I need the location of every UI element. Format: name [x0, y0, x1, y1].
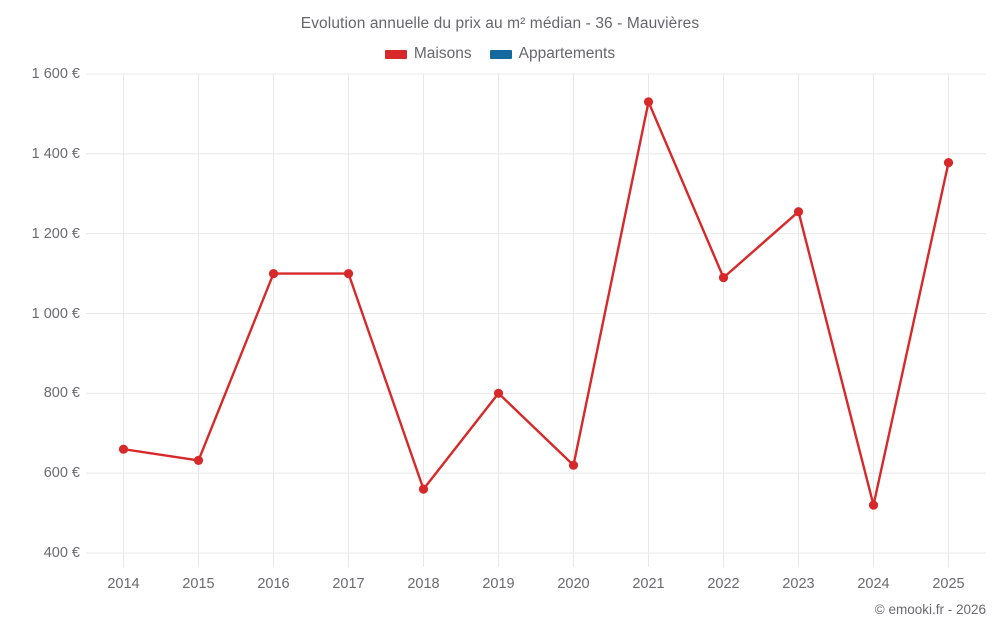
- data-point-maisons: [643, 97, 654, 107]
- y-axis-tick-label: 400 €: [43, 545, 80, 561]
- data-point-maisons: [343, 269, 354, 279]
- legend-swatch-appartements: [489, 49, 512, 59]
- x-axis-tick-label: 2016: [257, 576, 290, 592]
- legend-item-maisons[interactable]: Maisons: [384, 45, 472, 63]
- y-axis-labels: 400 € 600 € 800 € 1 000 € 1 200 € 1 400 € 1 60…: [0, 0, 80, 625]
- copyright-credit: © emooki.fr - 2026: [874, 602, 986, 617]
- legend-swatch-maisons: [384, 49, 407, 59]
- x-axis-tick-label: 2023: [782, 576, 815, 592]
- data-point-maisons: [118, 444, 129, 454]
- y-axis-tick-label: 1 400 €: [31, 145, 80, 162]
- chart-legend: Maisons Appartements: [0, 45, 1000, 63]
- x-axis-tick-label: 2015: [182, 576, 215, 592]
- y-axis-tick-label: 1 600 €: [31, 66, 80, 82]
- x-axis-tick-label: 2021: [632, 576, 665, 592]
- legend-item-appartements[interactable]: Appartements: [489, 45, 616, 63]
- data-point-maisons: [718, 273, 729, 283]
- data-point-maisons: [418, 484, 429, 494]
- data-point-maisons: [868, 500, 879, 510]
- x-axis-tick-label: 2019: [482, 576, 515, 592]
- data-point-maisons: [193, 455, 204, 465]
- data-point-maisons: [568, 460, 579, 470]
- legend-label-maisons: Maisons: [413, 45, 472, 62]
- series-line-maisons: [122, 100, 950, 507]
- data-point-maisons: [943, 158, 954, 168]
- x-axis-tick-label: 2025: [932, 576, 965, 592]
- legend-label-appartements: Appartements: [518, 45, 616, 62]
- x-axis-tick-label: 2024: [857, 576, 890, 592]
- data-point-maisons: [793, 207, 804, 217]
- data-point-maisons: [493, 388, 504, 398]
- chart-title: Evolution annuelle du prix au m² médian …: [300, 15, 700, 32]
- x-axis-tick-label: 2018: [407, 576, 440, 592]
- y-axis-tick-label: 1 000 €: [31, 305, 80, 322]
- y-axis-tick-label: 600 €: [43, 465, 80, 482]
- x-axis-tick-label: 2014: [107, 576, 140, 592]
- y-axis-tick-label: 800 €: [43, 385, 80, 402]
- x-axis-tick-label: 2022: [707, 576, 740, 592]
- x-axis-tick-label: 2017: [332, 576, 365, 592]
- y-axis-tick-label: 1 200 €: [31, 225, 80, 242]
- x-axis-tick-label: 2020: [557, 576, 590, 592]
- data-point-maisons: [268, 269, 279, 279]
